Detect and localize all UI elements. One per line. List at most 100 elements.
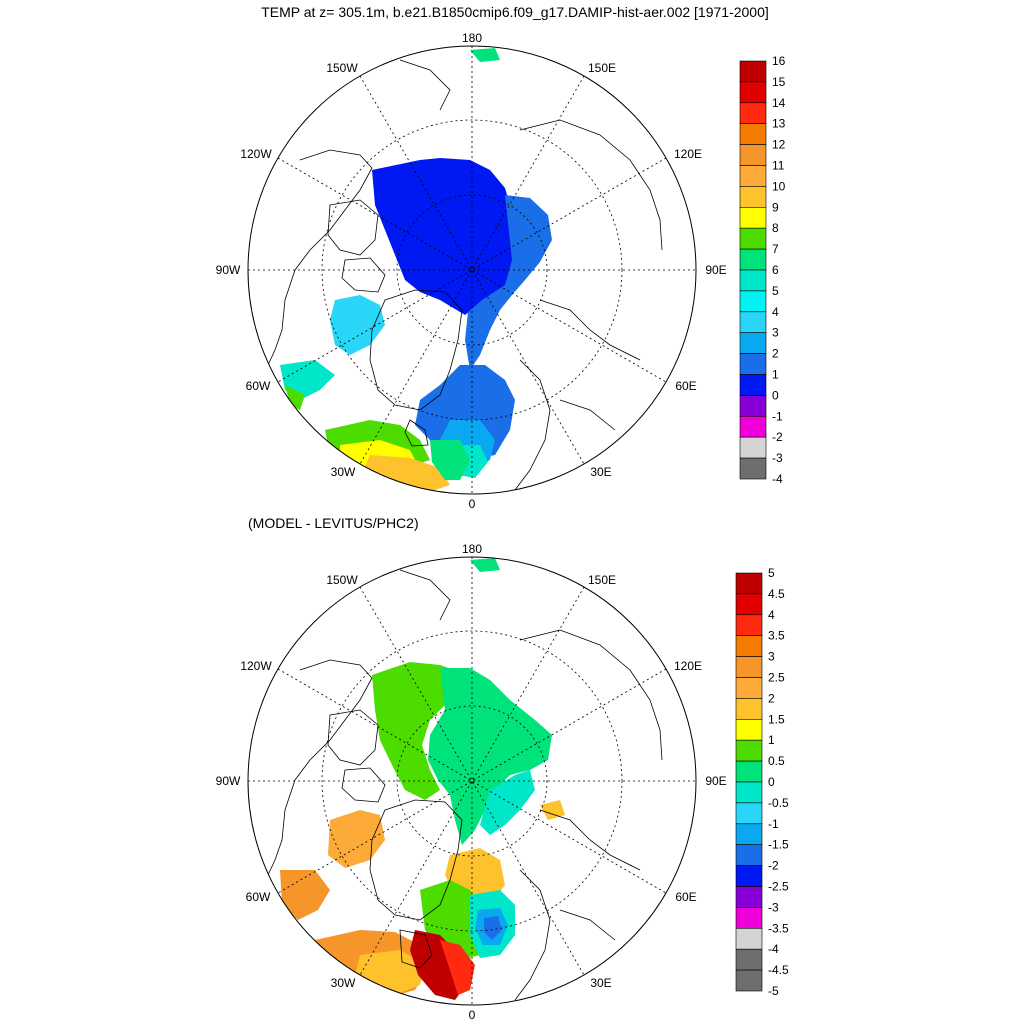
panel-2-colorbar-label: 3 xyxy=(768,650,775,664)
panel-1-field-arctic-deep xyxy=(372,158,515,315)
panel-1-map-border xyxy=(247,45,697,495)
panel-1-lon-label-90e: 90E xyxy=(705,263,726,277)
panel-2-colorbar: 5 4.5 4 3.5 3 2.5 2 1.5 1 0.5 0 -0.5 -1 -1.5 -2 -2.5 -3 -… xyxy=(735,566,789,998)
panel-2-colorbar-label: 4 xyxy=(768,608,775,622)
panel-2-lon-label-30w: 30W xyxy=(331,976,356,990)
panel-2-colorbar-box xyxy=(735,698,763,720)
panel-2-colorbar-label: 5 xyxy=(768,566,775,580)
panel-1-colorbar-label: 15 xyxy=(772,75,786,89)
panel-1-coastlines xyxy=(267,59,663,491)
panel-2-colorbar-label: -2 xyxy=(768,859,779,873)
panel-2-colorbar-label: 3.5 xyxy=(768,629,785,643)
panel-2-field-arctic-green xyxy=(428,668,552,845)
panel-1-colorbar-box xyxy=(739,395,767,417)
panel-1-colorbar-box xyxy=(739,144,767,166)
panel-1-colorbar-label: 11 xyxy=(772,159,785,173)
panel-2-colorbar-box xyxy=(735,760,763,783)
panel-1-colorbar-box xyxy=(739,186,767,208)
panel-1-lon-label-120e: 120E xyxy=(674,147,702,161)
panel-1-colorbar-box xyxy=(739,60,767,83)
panel-1-colorbar-box xyxy=(739,457,767,480)
panel-2-colorbar-box xyxy=(735,781,763,804)
panel-1-colorbar-box xyxy=(739,227,767,250)
panel-2-colorbar-label: 0.5 xyxy=(768,754,785,768)
panel-1-ocean-field xyxy=(280,48,552,494)
panel-1-colorbar-box xyxy=(739,123,767,145)
panel-1-colorbar-box xyxy=(739,332,767,354)
panel-2-field-nordic-blue xyxy=(484,916,502,940)
panel-1-colorbar-label: 7 xyxy=(772,242,779,256)
panel-2-colorbar-box xyxy=(735,886,763,908)
panel-1-colorbar-box xyxy=(739,353,767,375)
panel-2-lon-label-90e: 90E xyxy=(705,774,726,788)
panel-1-colorbar-label: 13 xyxy=(772,117,786,131)
panel-1-colorbar-label: 4 xyxy=(772,305,779,319)
panel-1-lon-label-120w: 120W xyxy=(240,147,272,161)
panel-1-colorbar-box xyxy=(739,81,767,104)
panel-1-field-bering xyxy=(470,48,500,62)
panel-2-colorbar-box xyxy=(735,948,763,971)
panel-2-colorbar-box xyxy=(735,572,763,595)
panel-2-colorbar-box xyxy=(735,844,763,866)
panel-2-colorbar-label: 1.5 xyxy=(768,712,785,726)
panel-2-map xyxy=(247,556,697,1006)
panel-2-lon-label-60e: 60E xyxy=(675,890,696,904)
panel-1-colorbar-label: 16 xyxy=(772,54,786,68)
panel-1-colorbar-box xyxy=(739,165,767,187)
panel-2-field-atlantic-redorange xyxy=(440,940,475,995)
panel-2-colorbar-box xyxy=(735,593,763,616)
panel-1-colorbar-label: 1 xyxy=(772,368,779,382)
panel-1-colorbar-box xyxy=(739,207,767,229)
panel-2-colorbar-label: -4.5 xyxy=(768,963,789,977)
panel-2-field-eurasian-cyan xyxy=(480,770,535,835)
panel-1-lon-label-150w: 150W xyxy=(326,61,358,75)
panel-1-colorbar-label: 6 xyxy=(772,263,779,277)
panel-1-lon-label-60w: 60W xyxy=(246,379,271,393)
panel-1-lon-label-150e: 150E xyxy=(588,61,616,75)
panel-1-lon-label-30e: 30E xyxy=(590,465,611,479)
panel-1-colorbar-label: 12 xyxy=(772,138,786,152)
panel-2-colorbar-label: -3.5 xyxy=(768,921,789,935)
panel-2-colorbar-label: 0 xyxy=(768,775,775,789)
panel-1-field-atlantic-teal xyxy=(430,440,470,480)
panel-1-colorbar-box xyxy=(739,102,767,125)
panel-1-colorbar-label: 5 xyxy=(772,284,779,298)
panel-2-colorbar-box xyxy=(735,656,763,678)
panel-2-colorbar-box xyxy=(735,927,763,950)
panel-2-colorbar-label: 2.5 xyxy=(768,671,785,685)
panel-1-lon-label-0: 0 xyxy=(469,497,476,511)
panel-2-lon-label-0: 0 xyxy=(469,1008,476,1022)
panel-1-lon-label-180: 180 xyxy=(462,31,482,45)
panel-2-map-border xyxy=(247,556,697,1006)
panel-1-colorbar-label: -3 xyxy=(772,451,783,465)
panel-2-graticule xyxy=(248,557,696,1005)
panel-2-ocean-field xyxy=(280,558,565,1000)
panel-2-lon-label-30e: 30E xyxy=(590,976,611,990)
panel-1-colorbar-label: 8 xyxy=(772,221,779,235)
panel-2-colorbar-label: -0.5 xyxy=(768,796,789,810)
panel-2-colorbar-label: 1 xyxy=(768,733,775,747)
panel-2-lon-label-60w: 60W xyxy=(246,890,271,904)
panel-1-colorbar-box xyxy=(739,311,767,333)
panel-1-lon-label-60e: 60E xyxy=(675,379,696,393)
panel-2-lon-label-180: 180 xyxy=(462,542,482,556)
panel-1-colorbar-label: -2 xyxy=(772,430,783,444)
panel-1-colorbar-box xyxy=(739,248,767,271)
panel-2-lon-label-120w: 120W xyxy=(240,659,272,673)
panel-2-colorbar-box xyxy=(735,614,763,636)
panel-2-lon-label-150w: 150W xyxy=(326,573,358,587)
panel-2-field-bering xyxy=(470,558,500,572)
panel-2-colorbar-box xyxy=(735,635,763,657)
panel-1-colorbar-label: 10 xyxy=(772,179,786,193)
figure-title: TEMP at z= 305.1m, b.e21.B1850cmip6.f09_… xyxy=(261,4,769,20)
panel-1-colorbar-label: 3 xyxy=(772,326,779,340)
panel-2-colorbar-label: 2 xyxy=(768,691,775,705)
panel-1-colorbar-label: 0 xyxy=(772,388,779,402)
panel-2-lon-label-120e: 120E xyxy=(674,659,702,673)
panel-2-colorbar-box xyxy=(735,718,763,741)
panel-2-colorbar-box xyxy=(735,739,763,762)
panel-2-colorbar-label: 4.5 xyxy=(768,587,785,601)
panel-2-field-labrador xyxy=(280,870,330,920)
panel-1-colorbar-label: 2 xyxy=(772,347,779,361)
